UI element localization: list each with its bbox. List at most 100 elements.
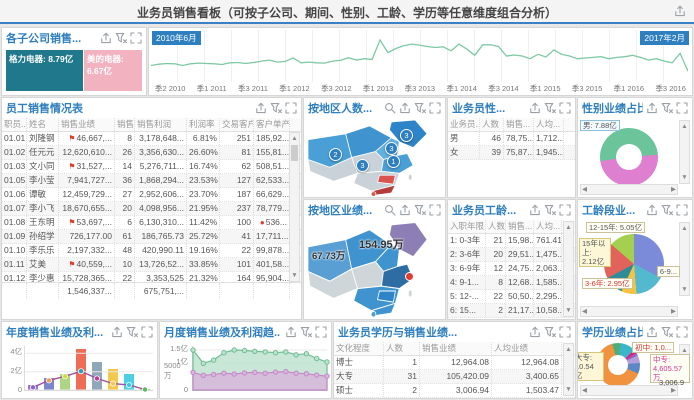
map-bubble[interactable]: 2 — [329, 148, 342, 161]
vertical-scrollbar[interactable]: ▲▼ — [679, 120, 690, 184]
china-map-sales[interactable]: 67.73万 154.95万 — [304, 220, 445, 319]
expand-icon[interactable] — [141, 326, 153, 338]
china-map-headcount[interactable]: 2 3 3 3 1 — [304, 118, 445, 197]
expand-icon[interactable] — [676, 102, 688, 114]
export-icon[interactable] — [529, 204, 541, 216]
export-icon[interactable] — [111, 326, 123, 338]
expand-icon[interactable] — [676, 204, 688, 216]
scroll-up-icon[interactable]: ▲ — [681, 225, 688, 232]
vertical-scrollbar[interactable]: ▲▼ — [563, 221, 574, 317]
expand-icon[interactable] — [559, 204, 571, 216]
export-icon[interactable] — [529, 102, 541, 114]
table-row[interactable]: 01.11 艾美 ⚑40,559,... 10 13,726,52... 33.85% 10… — [2, 258, 301, 272]
table-row[interactable]: 博士 1 12,964.08 12,964.08 — [334, 356, 575, 370]
scroll-left-icon[interactable]: ◀ — [582, 186, 587, 193]
scroll-right-icon[interactable]: ▶ — [671, 308, 676, 315]
expand-icon[interactable] — [559, 102, 571, 114]
time-range-slider[interactable] — [151, 30, 690, 82]
scroll-up-icon[interactable]: ▲ — [291, 135, 298, 142]
horizontal-scrollbar[interactable]: ◀ ▶ — [580, 385, 678, 396]
scroll-down-icon[interactable]: ▼ — [681, 286, 688, 293]
table-row[interactable]: 01.08 王东明 ⚑53,697,... 6 6,130,310... 11.42% 10… — [2, 216, 301, 230]
filter-clear-icon[interactable] — [661, 204, 673, 216]
scroll-up-icon[interactable]: ▲ — [681, 123, 688, 130]
table-row[interactable]: 01.03 文小同 ⚑31,527,... 14 5,276,711... 16.74% 6… — [2, 160, 301, 174]
scroll-down-icon[interactable]: ▼ — [565, 386, 572, 393]
table-row[interactable]: 4: 9-1... 8 12,68... 1,585... — [448, 276, 575, 290]
filter-clear-icon[interactable] — [126, 326, 138, 338]
filter-clear-icon[interactable] — [661, 326, 673, 338]
table-row[interactable]: 2: 3-6年 20 29,51... 1,475... — [448, 248, 575, 262]
vertical-scrollbar[interactable]: ▲ ▼ — [289, 132, 300, 282]
scroll-left-icon[interactable]: ◀ — [582, 308, 587, 315]
map-alert-dot[interactable] — [405, 272, 414, 281]
treemap-block-gree[interactable]: 格力电器: 8.79亿 — [6, 50, 83, 91]
scrollbar-thumb[interactable] — [291, 145, 298, 161]
expand-icon[interactable] — [315, 326, 327, 338]
filter-clear-icon[interactable] — [115, 32, 127, 44]
table-row[interactable]: 01.01 刘隆钢 ⚑46,667,... 8 3,178,648... 6.81% 251… — [2, 132, 301, 146]
filter-clear-icon[interactable] — [544, 326, 556, 338]
table-row[interactable]: 6: 15... 2 21,17... 10,58... — [448, 304, 575, 318]
scroll-right-icon[interactable]: ▶ — [671, 186, 676, 193]
table-row[interactable]: 高中1618,269.581,141.85 — [334, 398, 575, 399]
zoom-icon[interactable] — [384, 102, 396, 114]
map-bubble[interactable]: 3 — [400, 129, 413, 142]
table-row[interactable]: 大专 31 105,420.09 3,400.65 — [334, 370, 575, 384]
export-icon[interactable] — [399, 204, 411, 216]
export-icon[interactable] — [646, 102, 658, 114]
scroll-up-icon[interactable]: ▲ — [681, 347, 688, 354]
filter-clear-icon[interactable] — [544, 102, 556, 114]
range-start-badge[interactable]: 2010年6月 — [152, 31, 201, 45]
vertical-scrollbar[interactable]: ▲▼ — [679, 222, 690, 296]
scroll-down-icon[interactable]: ▼ — [681, 174, 688, 181]
table-row[interactable]: 1: 0-3年 21 15,98... 761.41 — [448, 234, 575, 248]
filter-clear-icon[interactable] — [414, 102, 426, 114]
expand-icon[interactable] — [676, 326, 688, 338]
filter-clear-icon[interactable] — [270, 102, 282, 114]
expand-icon[interactable] — [130, 32, 142, 44]
export-icon[interactable] — [255, 102, 267, 114]
bar[interactable] — [60, 373, 70, 390]
map-bubble[interactable]: 1 — [387, 155, 400, 168]
table-row[interactable]: 01.12 李少惠 15,728,365... 22 3,353,525 21.32% 16… — [2, 272, 301, 282]
treemap-block-midea[interactable]: 美的电器: 6.67亿 — [83, 50, 142, 91]
bar[interactable] — [44, 377, 54, 390]
scroll-up-icon[interactable]: ▲ — [565, 224, 572, 231]
expand-icon[interactable] — [559, 326, 571, 338]
gender-donut-chart[interactable] — [600, 128, 658, 186]
table-row[interactable]: 01.07 李小飞 18,670,655... 20 4,098,956... 21.95… — [2, 202, 301, 216]
scroll-up-icon[interactable]: ▲ — [565, 346, 572, 353]
export-icon[interactable] — [399, 102, 411, 114]
horizontal-scrollbar[interactable]: ◀ ▶ — [580, 306, 678, 317]
table-row[interactable]: 01.06 谭敏 12,459,729... 27 2,952,606... 23.70%… — [2, 188, 301, 202]
export-icon[interactable] — [674, 5, 686, 17]
filter-clear-icon[interactable] — [544, 204, 556, 216]
table-row[interactable]: 1,546,337... 675,751,... — [2, 282, 301, 299]
bar[interactable] — [124, 374, 134, 390]
table-row[interactable]: 5: 12-... 22 50,50... 2,295... — [448, 290, 575, 304]
export-icon[interactable] — [285, 326, 297, 338]
horizontal-scrollbar[interactable]: ◀ ▶ — [580, 184, 678, 195]
export-icon[interactable] — [100, 32, 112, 44]
map-bubble[interactable]: 3 — [385, 142, 398, 155]
annual-chart-plot[interactable] — [24, 346, 153, 393]
table-row[interactable]: 01.05 李小莹 7,941,727... 36 1,868,294... 23.53%… — [2, 174, 301, 188]
table-row[interactable]: 3: 6-9年 12 24,75... 2,063... — [448, 262, 575, 276]
bar[interactable] — [108, 368, 118, 390]
scroll-right-icon[interactable]: ▶ — [671, 387, 676, 394]
scroll-down-icon[interactable]: ▼ — [565, 307, 572, 314]
filter-clear-icon[interactable] — [300, 326, 312, 338]
zoom-icon[interactable] — [384, 204, 396, 216]
table-row[interactable]: 01.10 李乐乐 2,197,332... 48 420,990.11 19.16% 22… — [2, 244, 301, 258]
range-end-badge[interactable]: 2017年2月 — [640, 31, 689, 45]
vertical-scrollbar[interactable]: ▲▼ — [563, 343, 574, 396]
map-bubble[interactable]: 3 — [356, 159, 369, 172]
monthly-chart-plot[interactable] — [190, 346, 330, 391]
export-icon[interactable] — [646, 204, 658, 216]
table-row[interactable]: 硕士 2 3,006.94 1,503.47 — [334, 384, 575, 398]
table-row[interactable]: 男 46 78,75... 1,712... — [448, 132, 575, 146]
expand-icon[interactable] — [429, 102, 441, 114]
scroll-down-icon[interactable]: ▼ — [291, 272, 298, 279]
table-row[interactable]: 01.02 任元元 12,620,610... 26 3,356,630... 26.60… — [2, 146, 301, 160]
